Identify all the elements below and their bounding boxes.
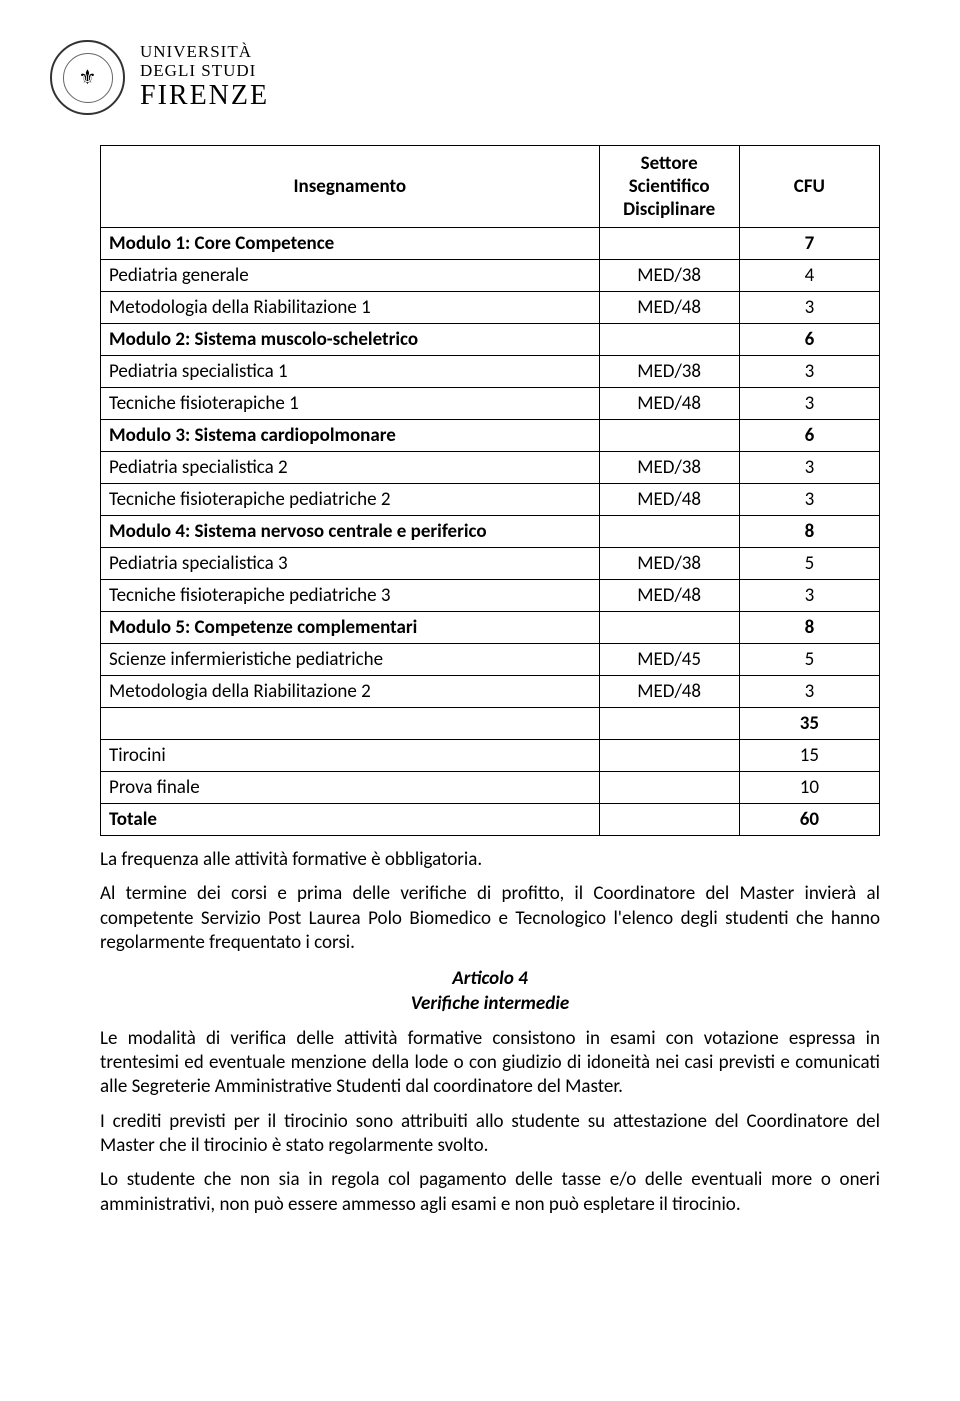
cell-name: Tirocini: [101, 740, 600, 772]
cell-cfu: 4: [739, 260, 879, 292]
cell-sector: MED/38: [599, 356, 739, 388]
university-line2: DEGLI STUDI: [140, 62, 269, 81]
cell-cfu: 15: [739, 740, 879, 772]
cell-name: Tecniche fisioterapiche pediatriche 3: [101, 580, 600, 612]
cell-sector: [599, 708, 739, 740]
cell-cfu: 3: [739, 356, 879, 388]
cell-cfu: 6: [739, 324, 879, 356]
cell-cfu: 3: [739, 580, 879, 612]
article4-p2: I crediti previsti per il tirocinio sono…: [100, 1110, 880, 1159]
paragraph-coordinatore: Al termine dei corsi e prima delle verif…: [100, 882, 880, 955]
cell-cfu: 3: [739, 388, 879, 420]
cell-name: Pediatria specialistica 1: [101, 356, 600, 388]
cell-sector: MED/38: [599, 452, 739, 484]
cell-sector: MED/38: [599, 548, 739, 580]
cell-cfu: 60: [739, 804, 879, 836]
header-settore: Settore Scientifico Disciplinare: [599, 146, 739, 228]
table-row: Tecniche fisioterapiche pediatriche 2MED…: [101, 484, 880, 516]
paragraph-frequenza: La frequenza alle attività formative è o…: [100, 848, 880, 872]
cell-sector: MED/48: [599, 580, 739, 612]
cell-sector: [599, 772, 739, 804]
cell-cfu: 10: [739, 772, 879, 804]
cell-sector: [599, 612, 739, 644]
cell-cfu: 8: [739, 516, 879, 548]
table-row: 35: [101, 708, 880, 740]
university-seal-icon: ⚜: [50, 40, 125, 115]
cell-cfu: 35: [739, 708, 879, 740]
cell-cfu: 7: [739, 228, 879, 260]
table-row: Metodologia della Riabilitazione 2MED/48…: [101, 676, 880, 708]
cell-cfu: 5: [739, 644, 879, 676]
table-row: Modulo 4: Sistema nervoso centrale e per…: [101, 516, 880, 548]
course-table: Insegnamento Settore Scientifico Discipl…: [100, 145, 880, 836]
cell-name: Metodologia della Riabilitazione 2: [101, 676, 600, 708]
cell-name: [101, 708, 600, 740]
university-line1: UNIVERSITÀ: [140, 43, 269, 62]
cell-sector: MED/48: [599, 676, 739, 708]
cell-sector: [599, 324, 739, 356]
cell-sector: [599, 228, 739, 260]
cell-name: Pediatria specialistica 3: [101, 548, 600, 580]
table-row: Pediatria specialistica 1MED/383: [101, 356, 880, 388]
university-logo-header: ⚜ UNIVERSITÀ DEGLI STUDI FIRENZE: [50, 40, 880, 115]
cell-sector: MED/45: [599, 644, 739, 676]
cell-name: Totale: [101, 804, 600, 836]
cell-cfu: 3: [739, 452, 879, 484]
table-row: Modulo 5: Competenze complementari 8: [101, 612, 880, 644]
table-row: Tecniche fisioterapiche 1MED/483: [101, 388, 880, 420]
header-insegnamento: Insegnamento: [101, 146, 600, 228]
cell-name: Prova finale: [101, 772, 600, 804]
article-4-header: Articolo 4 Verifiche intermedie: [100, 967, 880, 1016]
university-name: UNIVERSITÀ DEGLI STUDI FIRENZE: [140, 43, 269, 111]
table-row: Pediatria specialistica 3MED/385: [101, 548, 880, 580]
cell-sector: MED/48: [599, 388, 739, 420]
table-row: Scienze infermieristiche pediatricheMED/…: [101, 644, 880, 676]
cell-name: Modulo 5: Competenze complementari: [101, 612, 600, 644]
table-row: Modulo 3: Sistema cardiopolmonare 6: [101, 420, 880, 452]
cell-name: Modulo 1: Core Competence: [101, 228, 600, 260]
article4-p3: Lo studente che non sia in regola col pa…: [100, 1168, 880, 1217]
cell-name: Pediatria generale: [101, 260, 600, 292]
cell-sector: MED/38: [599, 260, 739, 292]
cell-name: Pediatria specialistica 2: [101, 452, 600, 484]
cell-name: Tecniche fisioterapiche 1: [101, 388, 600, 420]
table-row: Modulo 2: Sistema muscolo-scheletrico 6: [101, 324, 880, 356]
table-row: Metodologia della Riabilitazione 1MED/48…: [101, 292, 880, 324]
cell-name: Modulo 4: Sistema nervoso centrale e per…: [101, 516, 600, 548]
cell-cfu: 3: [739, 292, 879, 324]
cell-sector: [599, 740, 739, 772]
table-row: Tecniche fisioterapiche pediatriche 3MED…: [101, 580, 880, 612]
header-cfu: CFU: [739, 146, 879, 228]
cell-sector: [599, 516, 739, 548]
table-row: Pediatria generaleMED/384: [101, 260, 880, 292]
cell-cfu: 5: [739, 548, 879, 580]
table-row: Prova finale 10: [101, 772, 880, 804]
table-row: Modulo 1: Core Competence 7: [101, 228, 880, 260]
table-header-row: Insegnamento Settore Scientifico Discipl…: [101, 146, 880, 228]
cell-cfu: 8: [739, 612, 879, 644]
cell-name: Scienze infermieristiche pediatriche: [101, 644, 600, 676]
table-row: Tirocini 15: [101, 740, 880, 772]
table-row: Pediatria specialistica 2MED/383: [101, 452, 880, 484]
article-4-subtitle: Verifiche intermedie: [100, 992, 880, 1017]
cell-cfu: 3: [739, 484, 879, 516]
cell-sector: [599, 804, 739, 836]
cell-sector: MED/48: [599, 484, 739, 516]
table-row: Totale 60: [101, 804, 880, 836]
cell-cfu: 6: [739, 420, 879, 452]
cell-name: Modulo 3: Sistema cardiopolmonare: [101, 420, 600, 452]
cell-name: Metodologia della Riabilitazione 1: [101, 292, 600, 324]
cell-sector: MED/48: [599, 292, 739, 324]
fleur-icon: ⚜: [79, 65, 97, 90]
cell-cfu: 3: [739, 676, 879, 708]
article4-p1: Le modalità di verifica delle attività f…: [100, 1027, 880, 1100]
cell-name: Tecniche fisioterapiche pediatriche 2: [101, 484, 600, 516]
cell-sector: [599, 420, 739, 452]
cell-name: Modulo 2: Sistema muscolo-scheletrico: [101, 324, 600, 356]
article-4-title: Articolo 4: [100, 967, 880, 992]
university-line3: FIRENZE: [140, 81, 269, 112]
